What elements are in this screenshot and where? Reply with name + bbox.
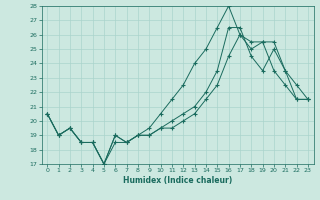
X-axis label: Humidex (Indice chaleur): Humidex (Indice chaleur) bbox=[123, 176, 232, 185]
